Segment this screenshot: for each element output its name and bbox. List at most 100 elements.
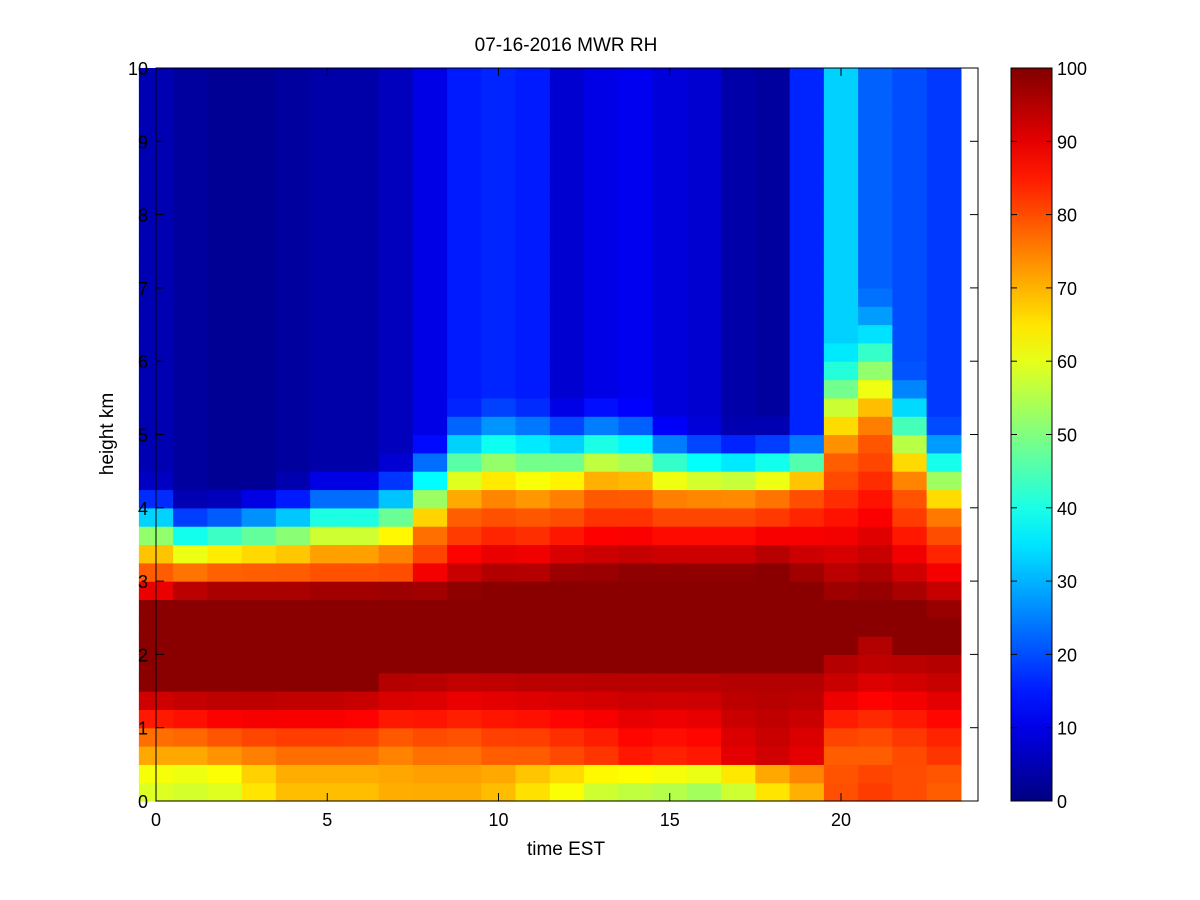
- heatmap-cell: [858, 86, 893, 106]
- colorbar-ticks: 0 10 20 30 40 50 60 70 80 90 100: [1011, 59, 1087, 812]
- heatmap-cell: [755, 581, 791, 601]
- heatmap-cell: [378, 746, 414, 765]
- heatmap-cell: [858, 232, 893, 252]
- heatmap-cell: [755, 342, 791, 362]
- heatmap-cell: [378, 599, 414, 619]
- heatmap-cell: [755, 177, 791, 197]
- heatmap-cells: [138, 68, 962, 802]
- heatmap-cell: [755, 122, 791, 142]
- heatmap-cell: [310, 654, 345, 674]
- heatmap-cell: [207, 581, 243, 601]
- heatmap-cell: [926, 727, 962, 747]
- heatmap-cell: [173, 599, 208, 619]
- heatmap-cell: [618, 177, 654, 197]
- heatmap-cell: [515, 654, 551, 674]
- heatmap-cell: [892, 361, 928, 381]
- heatmap-cell: [173, 324, 208, 344]
- heatmap-cell: [652, 617, 688, 637]
- heatmap-cell: [755, 379, 791, 399]
- heatmap-cell: [858, 617, 893, 637]
- heatmap-cell: [344, 232, 380, 252]
- heatmap-cell: [173, 104, 208, 124]
- heatmap-cell: [618, 654, 654, 674]
- heatmap-cell: [275, 709, 311, 729]
- heatmap-cell: [652, 636, 688, 655]
- heatmap-cell: [310, 416, 345, 436]
- x-tick-label: 15: [660, 810, 680, 830]
- heatmap-cell: [652, 287, 688, 307]
- heatmap-cell: [310, 232, 345, 252]
- heatmap-cell: [481, 104, 517, 124]
- heatmap-cell: [823, 379, 859, 399]
- heatmap-cell: [823, 727, 859, 747]
- heatmap-cell: [378, 672, 414, 692]
- heatmap-cell: [618, 68, 654, 87]
- heatmap-cell: [652, 214, 688, 234]
- heatmap-cell: [892, 141, 928, 161]
- y-tick-label: 1: [138, 719, 148, 739]
- heatmap-cell: [686, 746, 722, 765]
- heatmap-cell: [310, 709, 345, 729]
- heatmap-cell: [310, 159, 345, 179]
- heatmap-cell: [549, 709, 585, 729]
- heatmap-cell: [652, 159, 688, 179]
- heatmap-cell: [892, 287, 928, 307]
- heatmap-cell: [481, 764, 517, 784]
- heatmap-cell: [618, 287, 654, 307]
- heatmap-cell: [344, 544, 380, 564]
- heatmap-cell: [823, 361, 859, 381]
- heatmap-cell: [412, 159, 448, 179]
- heatmap-cell: [412, 306, 448, 326]
- heatmap-cell: [823, 416, 859, 436]
- heatmap-cell: [173, 306, 208, 326]
- heatmap-cell: [310, 122, 345, 142]
- heatmap-cell: [447, 654, 482, 674]
- heatmap-cell: [344, 122, 380, 142]
- heatmap-cell: [755, 562, 791, 582]
- heatmap-cell: [207, 159, 243, 179]
- heatmap-cell: [926, 636, 962, 655]
- heatmap-cell: [241, 68, 277, 87]
- heatmap-cell: [823, 654, 859, 674]
- heatmap-cell: [926, 617, 962, 637]
- heatmap-cell: [515, 159, 551, 179]
- heatmap-cell: [686, 269, 722, 289]
- heatmap-cell: [241, 159, 277, 179]
- heatmap-cell: [858, 196, 893, 216]
- heatmap-cell: [275, 562, 311, 582]
- heatmap-cell: [447, 691, 482, 710]
- heatmap-cell: [310, 196, 345, 216]
- heatmap-cell: [481, 434, 517, 454]
- heatmap-cell: [618, 489, 654, 509]
- heatmap-cell: [926, 196, 962, 216]
- heatmap-cell: [789, 526, 825, 546]
- heatmap-cell: [755, 452, 791, 472]
- x-tick-label: 0: [151, 810, 161, 830]
- heatmap-cell: [481, 544, 517, 564]
- heatmap-cell: [584, 159, 619, 179]
- heatmap-cell: [584, 452, 619, 472]
- heatmap-cell: [412, 251, 448, 271]
- heatmap-cell: [755, 361, 791, 381]
- heatmap-cell: [241, 654, 277, 674]
- heatmap-cell: [207, 599, 243, 619]
- heatmap-cell: [481, 746, 517, 765]
- heatmap-cell: [412, 471, 448, 491]
- heatmap-cell: [755, 507, 791, 527]
- heatmap-cell: [652, 654, 688, 674]
- heatmap-cell: [241, 104, 277, 124]
- heatmap-cell: [173, 452, 208, 472]
- heatmap-cell: [789, 214, 825, 234]
- heatmap-cell: [344, 507, 380, 527]
- heatmap-cell: [378, 764, 414, 784]
- heatmap-cell: [686, 104, 722, 124]
- heatmap-cell: [721, 709, 756, 729]
- heatmap-cell: [652, 672, 688, 692]
- heatmap-cell: [207, 122, 243, 142]
- heatmap-cell: [412, 232, 448, 252]
- heatmap-cell: [789, 416, 825, 436]
- heatmap-cell: [789, 581, 825, 601]
- heatmap-cell: [721, 636, 756, 655]
- heatmap-cell: [789, 269, 825, 289]
- heatmap-cell: [755, 232, 791, 252]
